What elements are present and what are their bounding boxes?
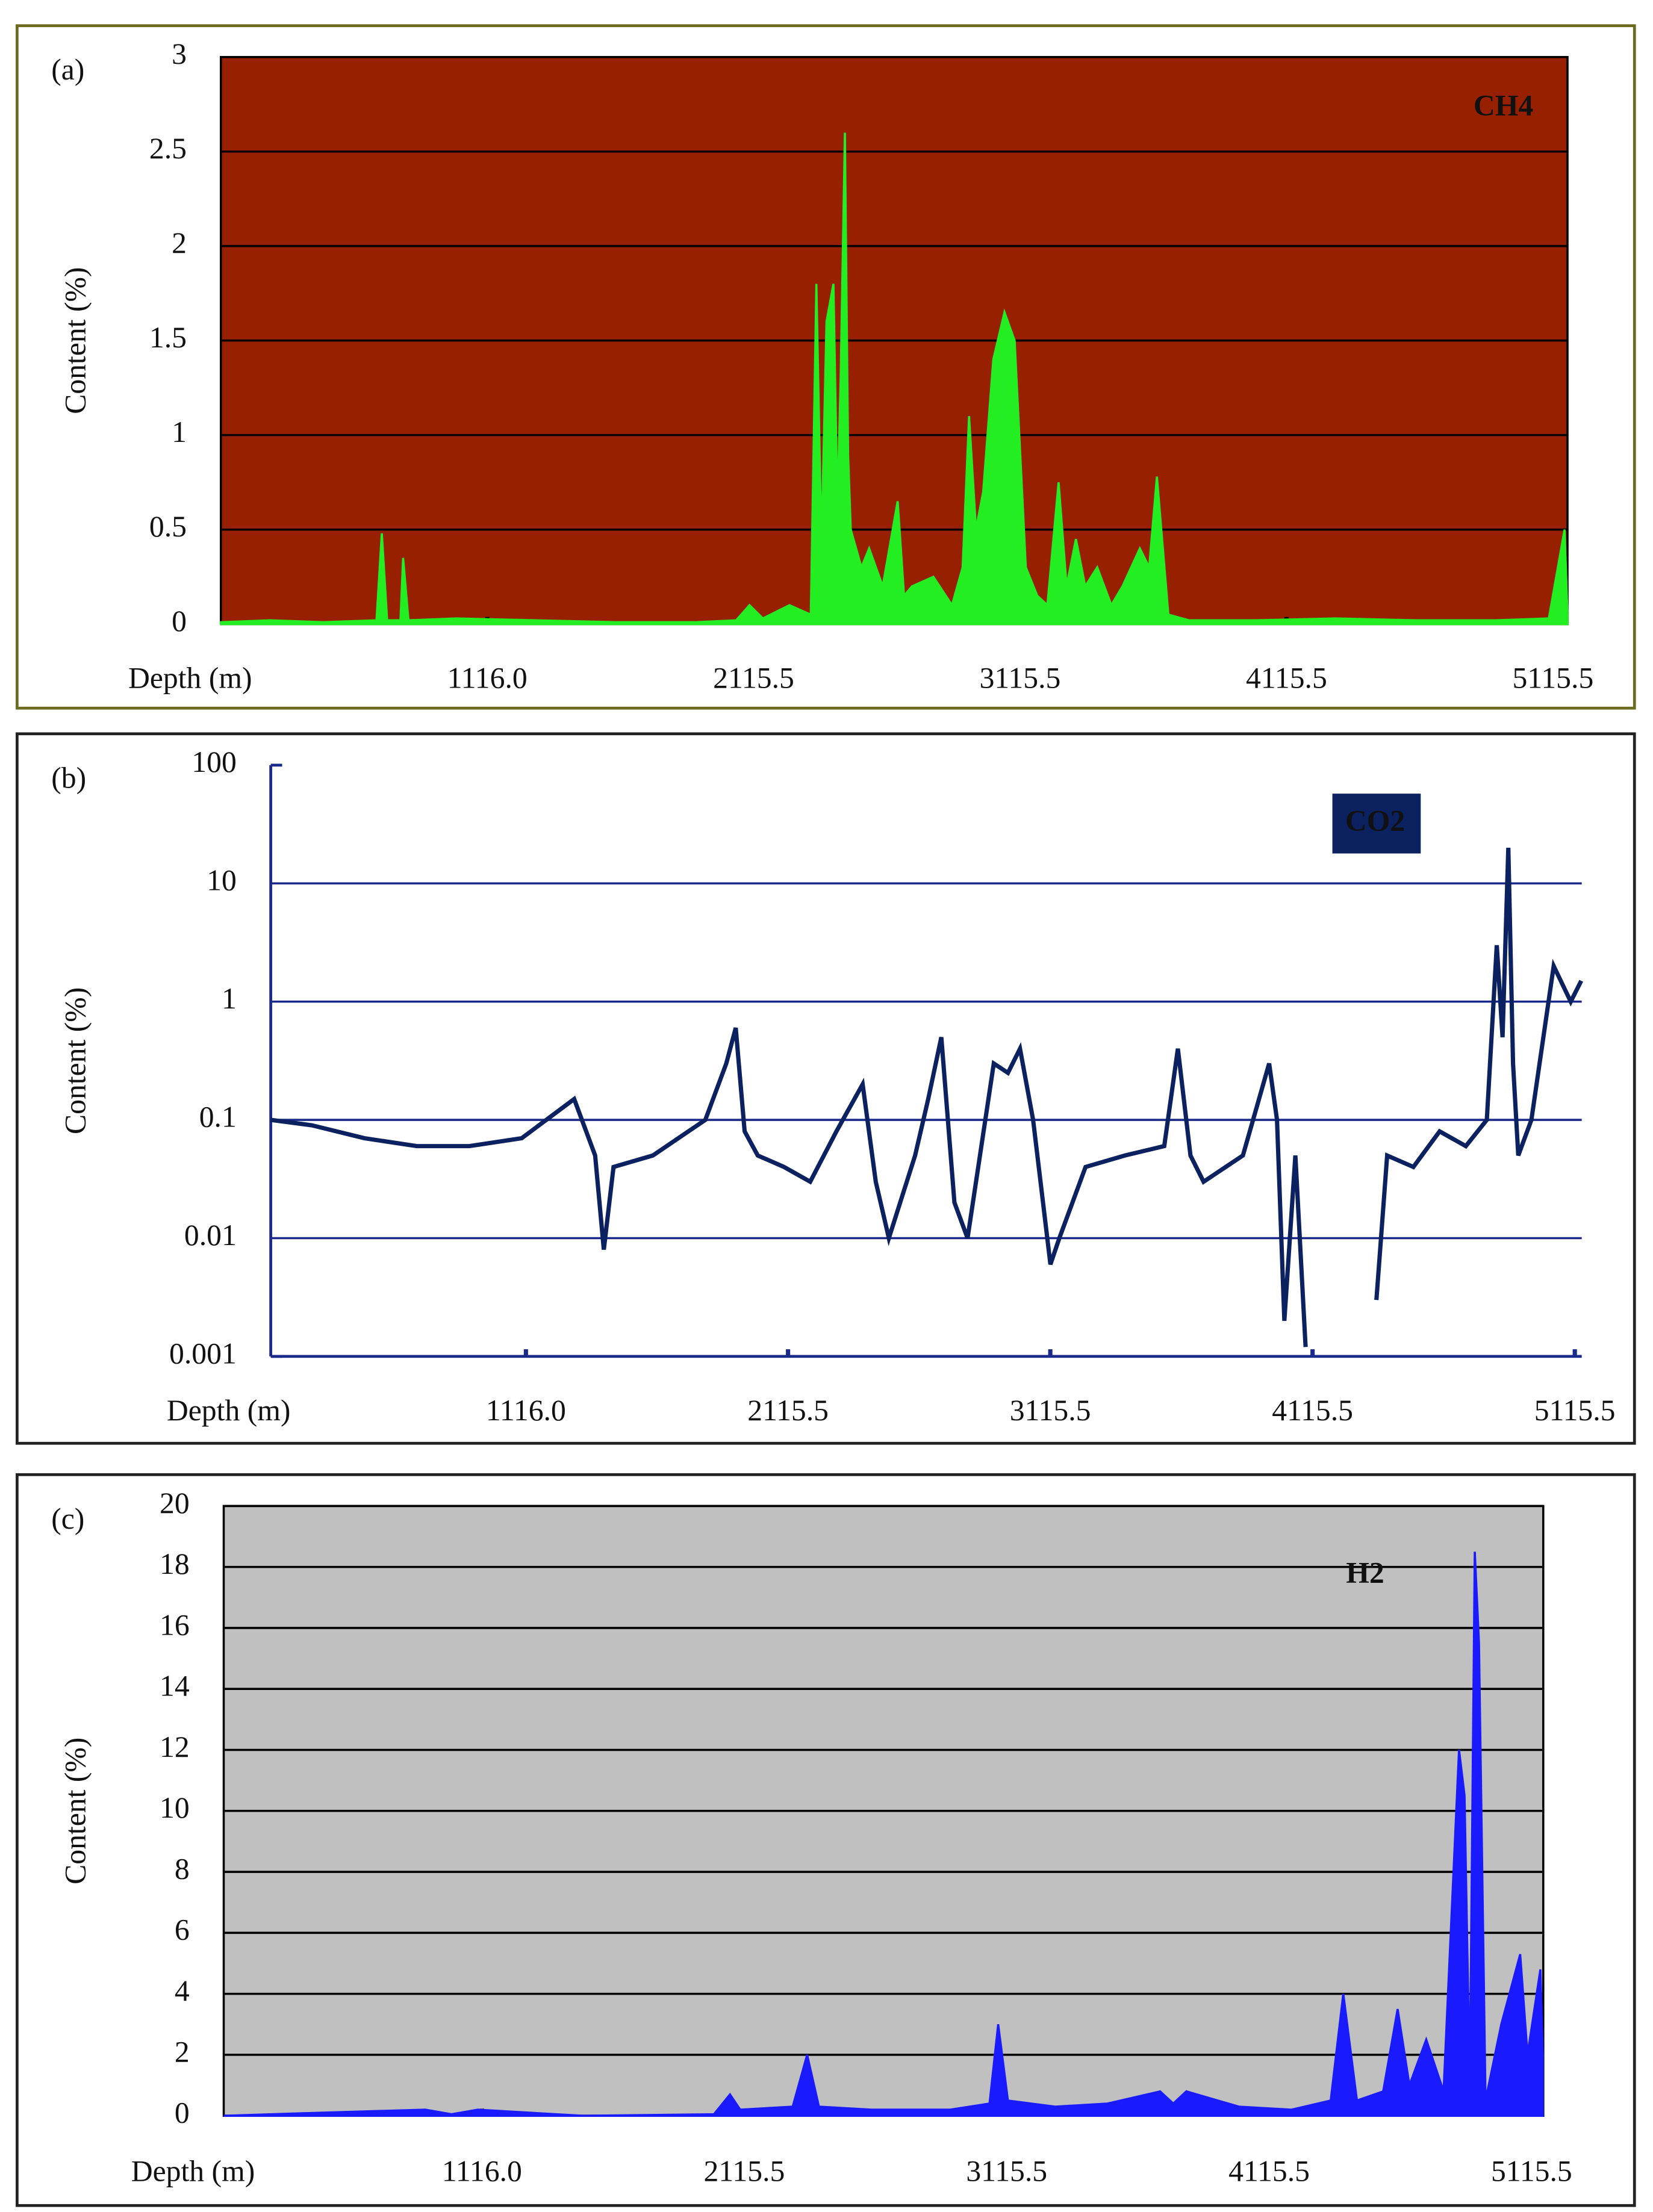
x-tick-label: 3115.5 — [966, 2155, 1047, 2188]
x-tick-label: 3115.5 — [1010, 1394, 1091, 1427]
series-line — [1374, 848, 1583, 1300]
panel: 0.001 0.01 0.1 1 10 100 1116.0 2115.5 3115.5 4115… — [16, 732, 1636, 1445]
y-axis-label: Content (%) — [59, 267, 92, 414]
y-tick-label: 0 — [175, 2096, 190, 2130]
y-tick-label: 12 — [160, 1730, 190, 1763]
y-tick-label: 16 — [160, 1608, 190, 1641]
x-tick-label: 1116.0 — [447, 662, 528, 695]
x-tick-label: 5115.5 — [1491, 2155, 1572, 2188]
y-tick-label: 1 — [222, 982, 237, 1015]
x-tick-label: 5115.5 — [1513, 662, 1594, 695]
x-tick-label: 3115.5 — [980, 662, 1061, 695]
x-axis-label: Depth (m) — [167, 1394, 291, 1427]
plot-area — [270, 765, 1582, 1356]
panel-label: (c) — [51, 1502, 84, 1535]
y-tick-label: 0.01 — [184, 1219, 237, 1252]
y-tick-label: 14 — [160, 1670, 190, 1703]
series-line — [270, 1027, 1308, 1347]
y-tick-label: 1 — [172, 415, 187, 449]
panel: 0 0.5 1 1.5 2 2.5 3 1116.0 2115.5 3115.5 4115.5 511… — [16, 24, 1636, 710]
x-tick-label: 1116.0 — [486, 1394, 566, 1427]
legend-entry: CH4 — [1474, 89, 1533, 122]
x-tick-label: 2115.5 — [713, 662, 794, 695]
legend-box — [1332, 794, 1421, 854]
y-tick-label: 10 — [207, 864, 237, 897]
y-tick-label: 0 — [172, 604, 187, 638]
y-tick-label: 1.5 — [149, 321, 187, 354]
x-tick-label: 1116.0 — [442, 2155, 522, 2188]
x-tick-label: 4115.5 — [1272, 1394, 1353, 1427]
panel: 0 2 4 6 8 10 12 14 16 18 20 1116.0 2115.5 3115.5 4115.… — [16, 1473, 1636, 2207]
y-axis-label: Content (%) — [59, 1738, 92, 1884]
x-axis-label: Depth (m) — [131, 2155, 255, 2188]
x-tick-label: 5115.5 — [1534, 1394, 1616, 1427]
y-tick-label: 4 — [175, 1974, 190, 2007]
x-axis-label: Depth (m) — [128, 662, 252, 695]
x-tick-label: 4115.5 — [1228, 2155, 1310, 2188]
series-area — [223, 1552, 1544, 2117]
y-tick-label: 3 — [172, 37, 187, 70]
y-tick-label: 8 — [175, 1852, 190, 1885]
panel-label: (a) — [51, 53, 84, 86]
series-area — [220, 132, 1569, 626]
panel-label: (b) — [51, 761, 86, 794]
y-tick-label: 20 — [160, 1487, 190, 1520]
y-tick-label: 0.001 — [169, 1337, 237, 1370]
y-tick-label: 2 — [175, 2035, 190, 2068]
legend-entry: CO2 — [1345, 804, 1405, 837]
y-tick-label: 10 — [160, 1791, 190, 1824]
y-tick-label: 0.1 — [199, 1100, 237, 1133]
y-tick-label: 100 — [191, 745, 237, 778]
y-tick-label: 2 — [172, 226, 187, 259]
y-axis-label: Content (%) — [59, 987, 92, 1134]
y-tick-label: 6 — [175, 1913, 190, 1946]
y-tick-label: 18 — [160, 1547, 190, 1580]
y-tick-label: 2.5 — [149, 132, 187, 165]
x-tick-label: 2115.5 — [747, 1394, 829, 1427]
x-tick-label: 4115.5 — [1246, 662, 1327, 695]
legend-entry: H2 — [1346, 1556, 1384, 1589]
y-tick-label: 0.5 — [149, 510, 187, 543]
x-tick-label: 2115.5 — [704, 2155, 785, 2188]
